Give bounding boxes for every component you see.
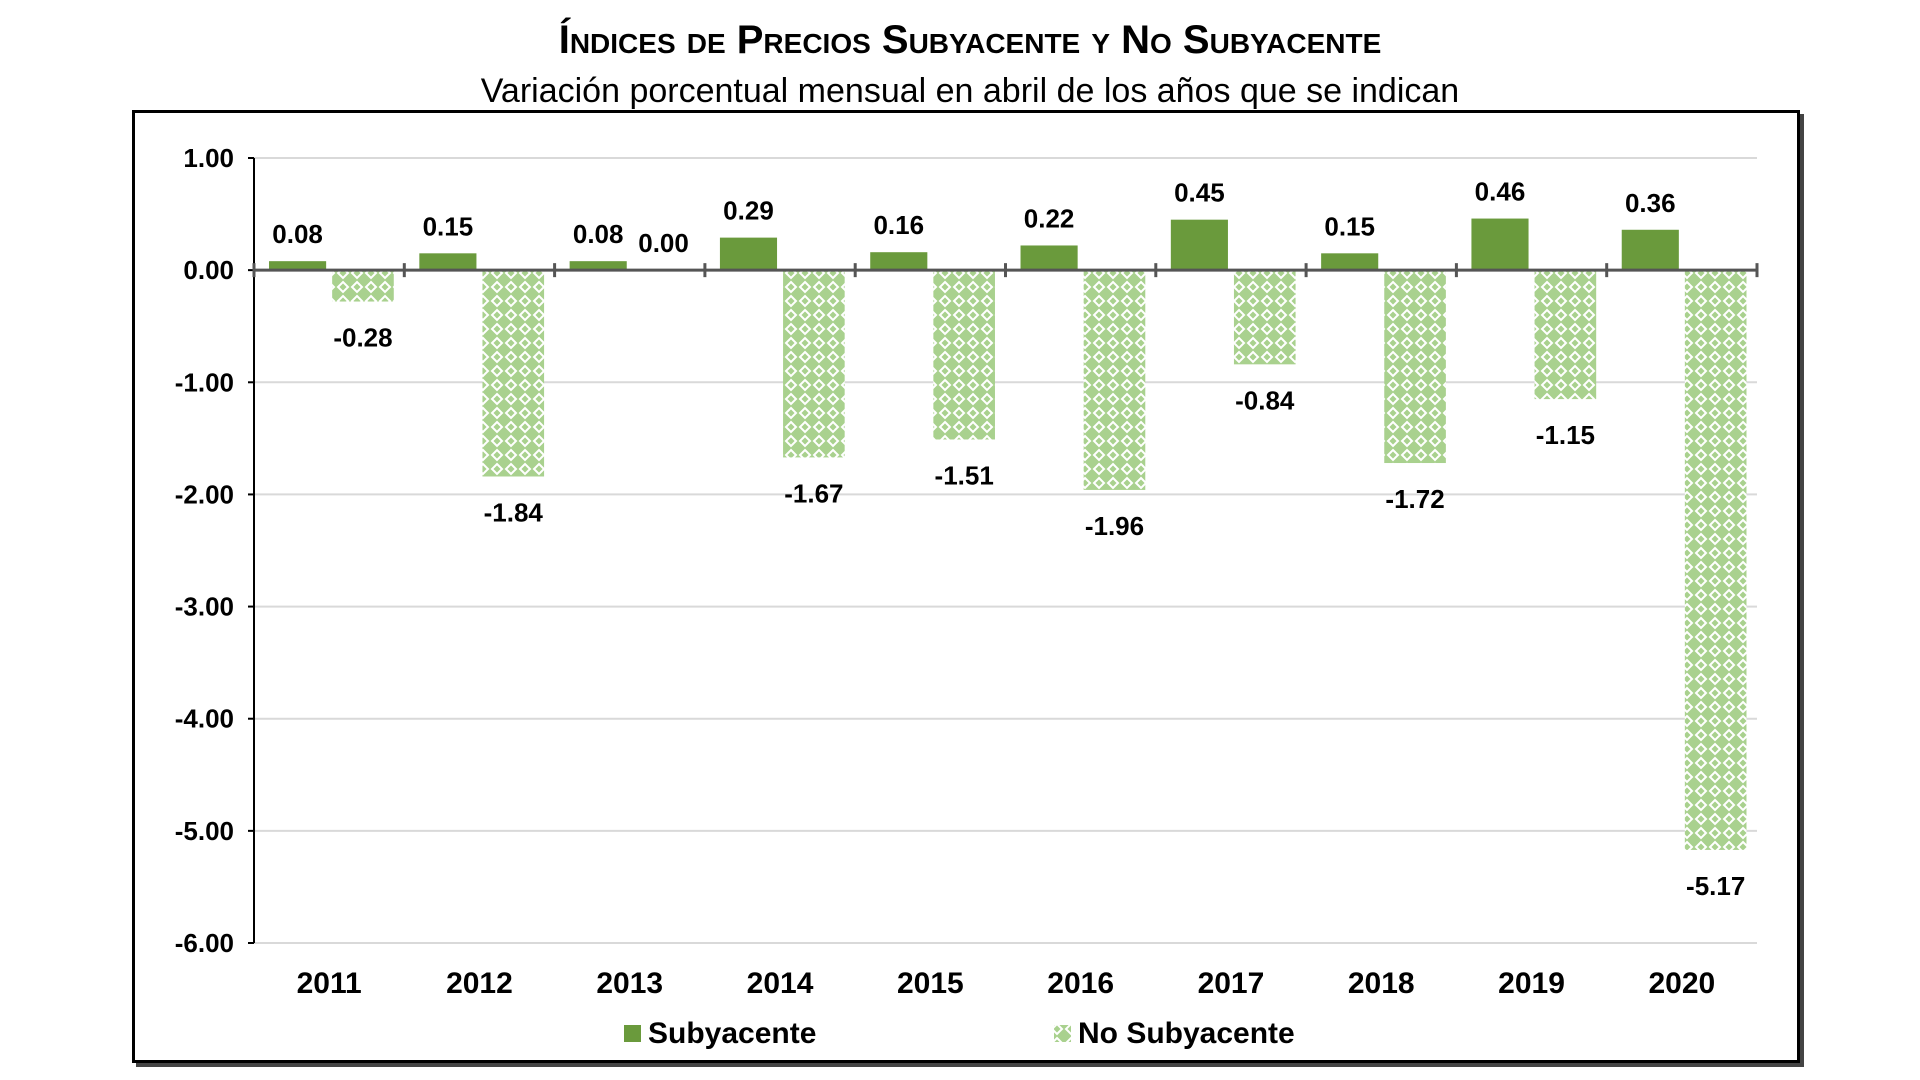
legend-swatch-subyacente (624, 1025, 641, 1042)
x-tick-label: 2018 (1348, 967, 1415, 1000)
data-label-no-subyacente: -1.67 (784, 478, 843, 508)
y-tick-label: 1.00 (183, 143, 234, 173)
y-tick-label: -1.00 (175, 367, 234, 397)
data-label-subyacente: 0.08 (272, 219, 323, 249)
bar-no-subyacente (1233, 270, 1296, 365)
bar-subyacente (1321, 253, 1379, 271)
data-label-no-subyacente: -1.15 (1536, 420, 1595, 450)
y-tick-label: -2.00 (175, 479, 234, 509)
bar-no-subyacente (482, 270, 545, 477)
data-label-subyacente: 0.15 (423, 211, 474, 241)
x-tick-label: 2011 (297, 967, 362, 1000)
bar-subyacente (569, 261, 627, 271)
bar-no-subyacente (783, 270, 845, 458)
data-label-subyacente: 0.22 (1024, 203, 1075, 233)
x-tick-label: 2019 (1498, 967, 1565, 1000)
data-label-subyacente: 0.08 (573, 219, 624, 249)
bar-no-subyacente (1384, 270, 1446, 464)
data-label-no-subyacente: -1.84 (484, 497, 544, 527)
data-label-subyacente: 0.45 (1174, 178, 1225, 208)
data-label-subyacente: 0.15 (1324, 211, 1375, 241)
bar-subyacente (719, 237, 778, 271)
legend-swatch-no-subyacente (1054, 1025, 1071, 1042)
bar-subyacente (269, 261, 327, 271)
data-label-subyacente: 0.36 (1625, 188, 1676, 218)
data-label-no-subyacente: 0.00 (638, 228, 689, 258)
y-tick-label: 0.00 (183, 255, 234, 285)
y-tick-label: -6.00 (175, 928, 234, 958)
x-tick-label: 2020 (1648, 967, 1715, 1000)
data-label-subyacente: 0.16 (873, 210, 924, 240)
bar-no-subyacente (1083, 270, 1146, 490)
x-tick-label: 2016 (1047, 967, 1114, 1000)
legend-label-no-subyacente: No Subyacente (1078, 1017, 1295, 1050)
y-tick-label: -4.00 (175, 704, 234, 734)
bar-no-subyacente (1534, 270, 1597, 400)
chart-subtitle: Variación porcentual mensual en abril de… (480, 72, 1460, 110)
x-tick-label: 2013 (596, 967, 663, 1000)
bar-subyacente (1170, 219, 1228, 271)
bar-no-subyacente (332, 270, 394, 302)
data-label-no-subyacente: -0.84 (1235, 385, 1295, 415)
x-tick-label: 2015 (897, 967, 964, 1000)
data-label-no-subyacente: -1.96 (1085, 511, 1144, 541)
bar-subyacente (870, 252, 928, 271)
data-label-subyacente: 0.29 (723, 196, 774, 226)
bar-no-subyacente (1684, 270, 1747, 850)
bar-subyacente (1621, 229, 1679, 271)
bar-subyacente (1020, 245, 1078, 271)
y-tick-label: -3.00 (175, 592, 234, 622)
chart-frame (132, 110, 1800, 1063)
legend-label-subyacente: Subyacente (648, 1017, 816, 1050)
bar-subyacente (419, 253, 477, 271)
x-tick-label: 2017 (1198, 967, 1265, 1000)
x-tick-label: 2012 (446, 967, 513, 1000)
chart-title: Índices de Precios Subyacente y No Subya… (558, 18, 1382, 62)
data-label-no-subyacente: -1.72 (1385, 484, 1444, 514)
y-tick-label: -5.00 (175, 816, 234, 846)
data-label-no-subyacente: -5.17 (1686, 871, 1745, 901)
data-label-no-subyacente: -0.28 (333, 323, 392, 353)
data-label-subyacente: 0.46 (1475, 177, 1526, 207)
x-tick-label: 2014 (747, 967, 814, 1000)
bar-subyacente (1471, 218, 1529, 271)
bar-no-subyacente (933, 270, 995, 440)
data-label-no-subyacente: -1.51 (935, 460, 994, 490)
